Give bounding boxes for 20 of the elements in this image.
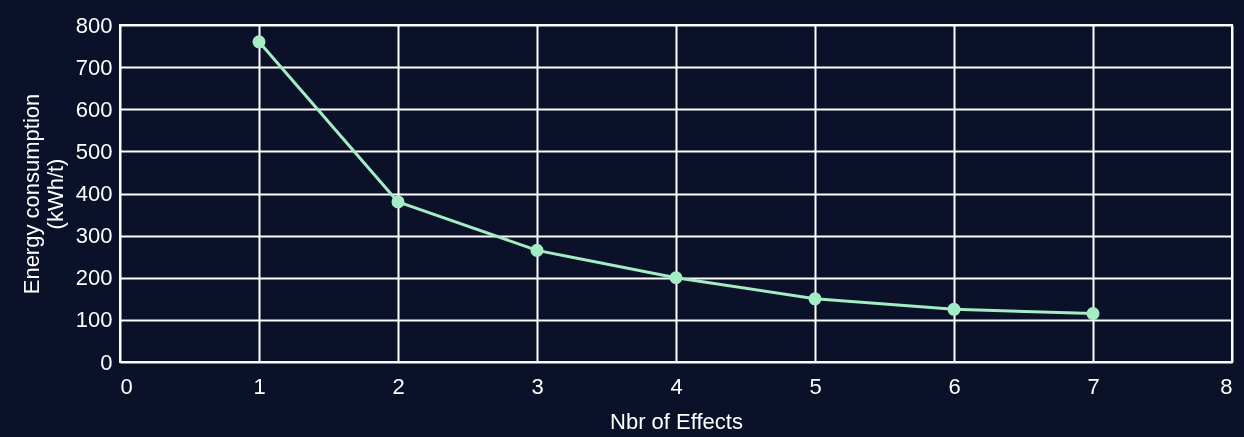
y-tick-label: 200 <box>75 265 113 291</box>
x-tick-label: 6 <box>948 373 961 399</box>
x-tick-label: 7 <box>1087 373 1100 399</box>
x-tick-label: 5 <box>809 373 822 399</box>
y-tick-label: 600 <box>75 96 113 122</box>
y-tick-label: 700 <box>75 54 113 80</box>
x-tick-label: 2 <box>392 373 405 399</box>
x-tick-label: 0 <box>120 373 133 399</box>
y-tick-label: 500 <box>75 138 113 164</box>
x-tick-label: 4 <box>670 373 683 399</box>
y-axis-title: Energy consumption (kWh/t) <box>18 93 68 295</box>
y-tick-label: 0 <box>100 349 113 375</box>
x-tick-label: 1 <box>253 373 266 399</box>
x-tick-label: 8 <box>1220 373 1233 399</box>
x-tick-label: 3 <box>531 373 544 399</box>
y-tick-label: 400 <box>75 181 113 206</box>
y-tick-label: 100 <box>75 307 113 333</box>
x-axis-title: Nbr of Effects <box>610 408 743 434</box>
y-tick-label: 300 <box>75 223 113 249</box>
y-tick-label: 800 <box>75 12 113 38</box>
